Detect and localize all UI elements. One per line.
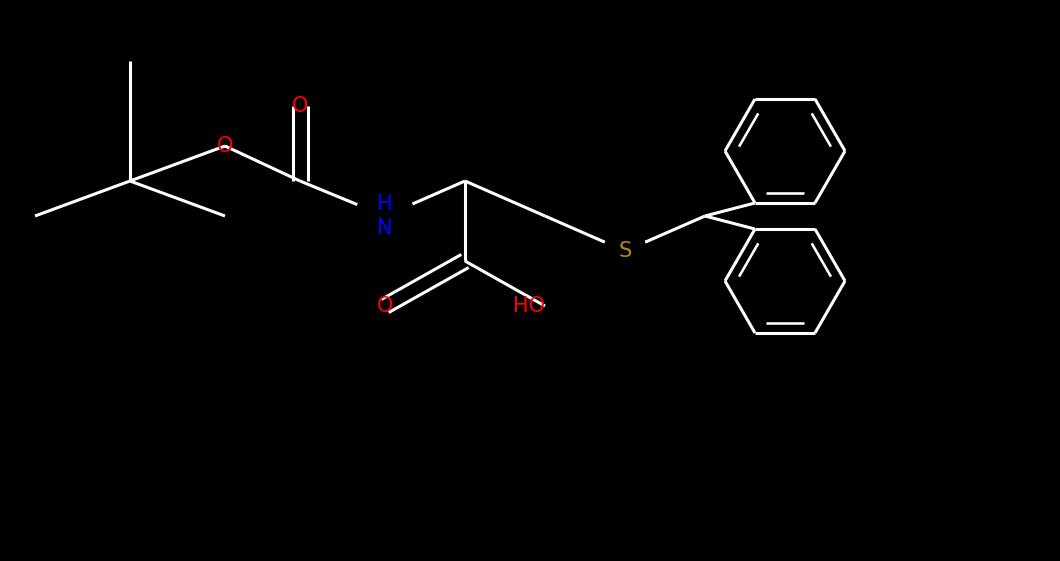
Text: H
N: H N [377,195,393,238]
Text: O: O [217,136,233,156]
Text: S: S [618,241,632,261]
Text: HO: HO [513,296,545,316]
Text: O: O [376,296,393,316]
Text: O: O [292,96,308,116]
